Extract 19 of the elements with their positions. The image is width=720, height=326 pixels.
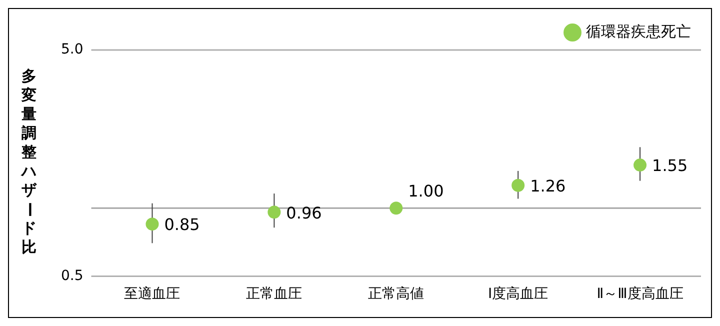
data-label: 0.85: [164, 215, 200, 234]
point: [634, 158, 647, 172]
data-label: 1.26: [530, 176, 566, 196]
point: [268, 206, 281, 219]
y-tick-label: 0.5: [61, 268, 84, 284]
x-tick-label: 至適血圧: [124, 286, 180, 302]
data-label: 0.96: [286, 203, 322, 222]
point: [390, 202, 403, 215]
text: 多変量調整ハザード比: [20, 67, 38, 256]
point: [146, 218, 159, 231]
x-tick-label: Ⅰ度高血圧: [488, 286, 548, 302]
data-label: 1.55: [652, 156, 688, 176]
point: [512, 178, 525, 192]
data-label: 1.00: [408, 181, 444, 200]
x-tick-label: Ⅱ～Ⅲ度高血圧: [596, 286, 684, 302]
x-tick-label: 正常血圧: [246, 286, 302, 302]
legend-label: 循環器疾患死亡: [586, 22, 691, 40]
x-tick-label: 正常高値: [368, 286, 424, 302]
y-tick-label: 5.0: [61, 42, 84, 58]
